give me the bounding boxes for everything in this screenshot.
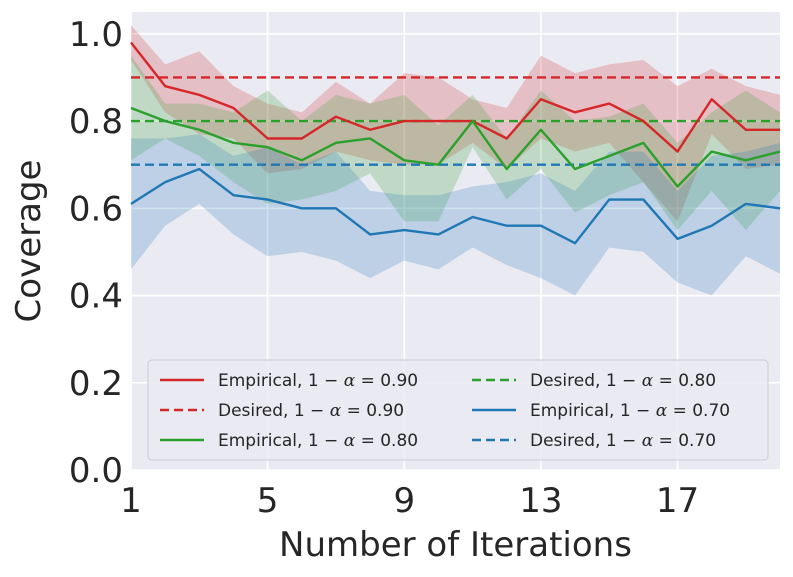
y-tick-label: 0.2 <box>69 364 123 404</box>
y-tick-label: 0.8 <box>69 102 123 142</box>
y-tick-labels: 0.0 0.2 0.4 0.6 0.8 1.0 <box>69 15 123 491</box>
legend-label: Empirical, 1 − α = 0.90 <box>218 371 418 391</box>
legend-label: Desired, 1 − α = 0.80 <box>530 371 716 391</box>
empirical-line <box>130 41 780 153</box>
legend-label: Empirical, 1 − α = 0.70 <box>530 401 730 421</box>
x-tick-label: 5 <box>257 481 279 521</box>
y-tick-label: 0.0 <box>69 451 123 491</box>
x-tick-label: 17 <box>656 481 699 521</box>
y-tick-label: 0.4 <box>69 277 123 317</box>
x-axis-label: Number of Iterations <box>279 525 632 565</box>
empirical-lines <box>130 41 781 245</box>
x-tick-label: 9 <box>393 481 415 521</box>
empirical-line <box>130 106 781 188</box>
legend-label: Desired, 1 − α = 0.70 <box>530 431 716 451</box>
confidence-band <box>131 25 780 222</box>
y-tick-label: 0.6 <box>69 189 123 229</box>
legend-label: Empirical, 1 − α = 0.80 <box>218 431 418 451</box>
x-tick-labels: 1 5 9 13 17 <box>120 481 699 521</box>
x-tick-label: 1 <box>120 481 142 521</box>
legend-label: Desired, 1 − α = 0.90 <box>218 401 404 421</box>
y-axis-label: Coverage <box>9 160 49 323</box>
y-tick-label: 1.0 <box>69 15 123 55</box>
empirical-line <box>130 167 781 245</box>
legend-box <box>147 359 769 461</box>
legend: Empirical, 1 − α = 0.90 Desired, 1 − α = … <box>147 359 769 461</box>
confidence-band <box>131 134 780 296</box>
x-tick-label: 13 <box>519 481 562 521</box>
